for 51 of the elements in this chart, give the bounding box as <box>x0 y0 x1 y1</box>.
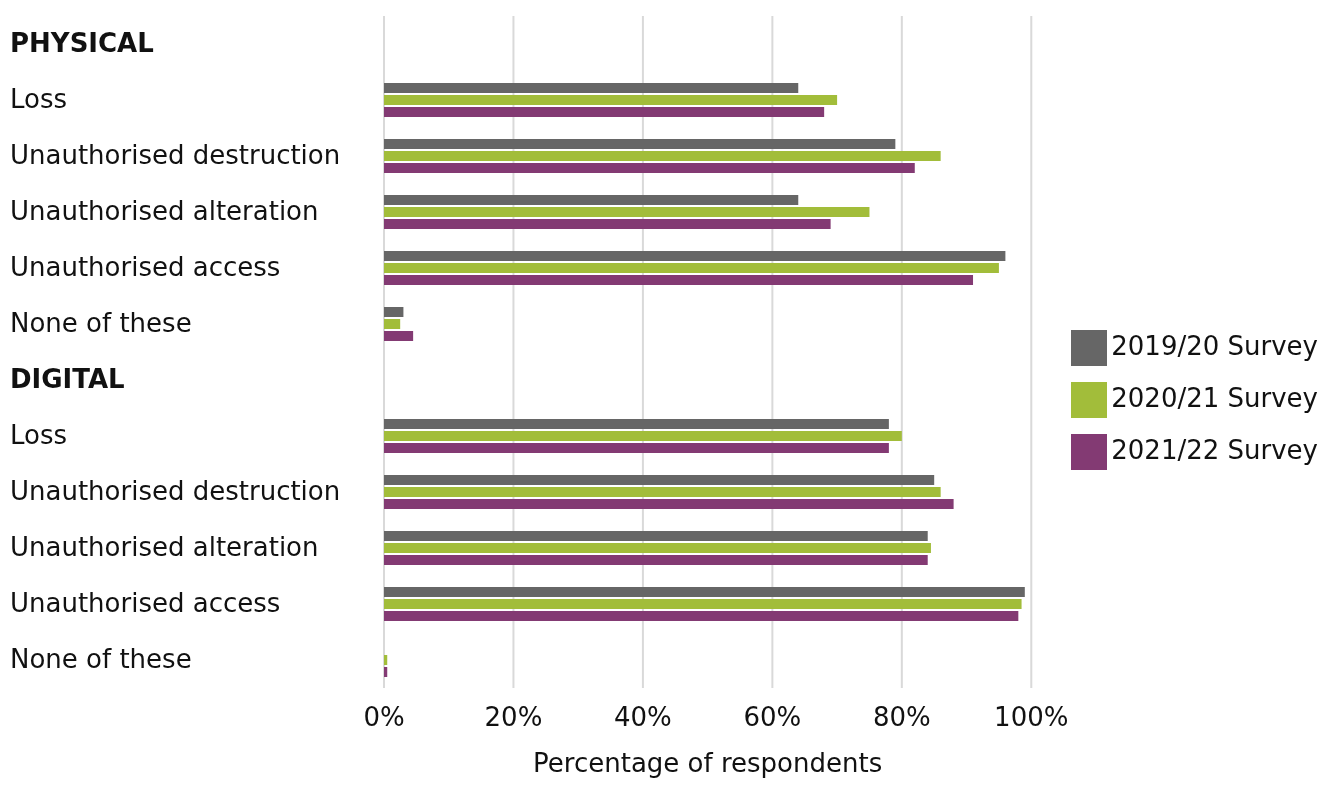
bar <box>384 207 870 217</box>
bar <box>384 487 941 497</box>
y-tick-label: Unauthorised destruction <box>10 476 341 506</box>
y-tick-label: Unauthorised destruction <box>10 140 341 170</box>
x-axis-title: Percentage of respondents <box>533 748 883 778</box>
y-tick-label: None of these <box>10 308 192 338</box>
bar <box>384 275 974 285</box>
x-tick-label: 40% <box>614 702 672 733</box>
x-tick-label: 0% <box>363 702 405 733</box>
bar <box>384 263 999 273</box>
bar <box>384 531 928 541</box>
x-tick-label: 20% <box>484 702 543 733</box>
y-tick-label: Unauthorised access <box>10 588 281 618</box>
y-tick-label: PHYSICAL <box>10 28 154 58</box>
bar <box>384 555 928 565</box>
y-tick-label: Unauthorised access <box>10 252 281 282</box>
bar <box>384 83 799 93</box>
y-tick-label: Unauthorised alteration <box>10 196 319 226</box>
bar <box>384 151 941 161</box>
legend-label: 2021/22 Survey <box>1111 435 1318 465</box>
bar <box>384 499 954 509</box>
bar <box>384 95 838 105</box>
bar <box>384 251 1006 261</box>
bar <box>384 307 404 317</box>
bar <box>384 331 414 341</box>
y-tick-label: None of these <box>10 644 192 674</box>
legend-label: 2019/20 Survey <box>1111 331 1318 361</box>
bar <box>384 475 935 485</box>
bar <box>384 195 799 205</box>
bar <box>384 139 896 149</box>
y-tick-label: Unauthorised alteration <box>10 532 319 562</box>
bar <box>384 431 902 441</box>
bar <box>384 543 931 553</box>
x-tick-label: 60% <box>743 702 802 733</box>
bar <box>384 443 889 453</box>
y-tick-label: DIGITAL <box>10 364 125 394</box>
y-tick-label: Loss <box>10 84 68 114</box>
bar <box>384 319 401 329</box>
bar <box>384 107 825 117</box>
bar <box>384 419 889 429</box>
bar <box>384 163 915 173</box>
bar <box>384 219 831 229</box>
bar <box>384 587 1025 597</box>
y-tick-label: Loss <box>10 420 68 450</box>
bar <box>384 611 1019 621</box>
x-tick-label: 80% <box>872 702 931 733</box>
legend-label: 2020/21 Survey <box>1111 383 1318 413</box>
bar <box>384 655 388 665</box>
bar <box>384 667 388 677</box>
bar <box>384 599 1022 609</box>
x-tick-label: 100% <box>994 702 1069 733</box>
